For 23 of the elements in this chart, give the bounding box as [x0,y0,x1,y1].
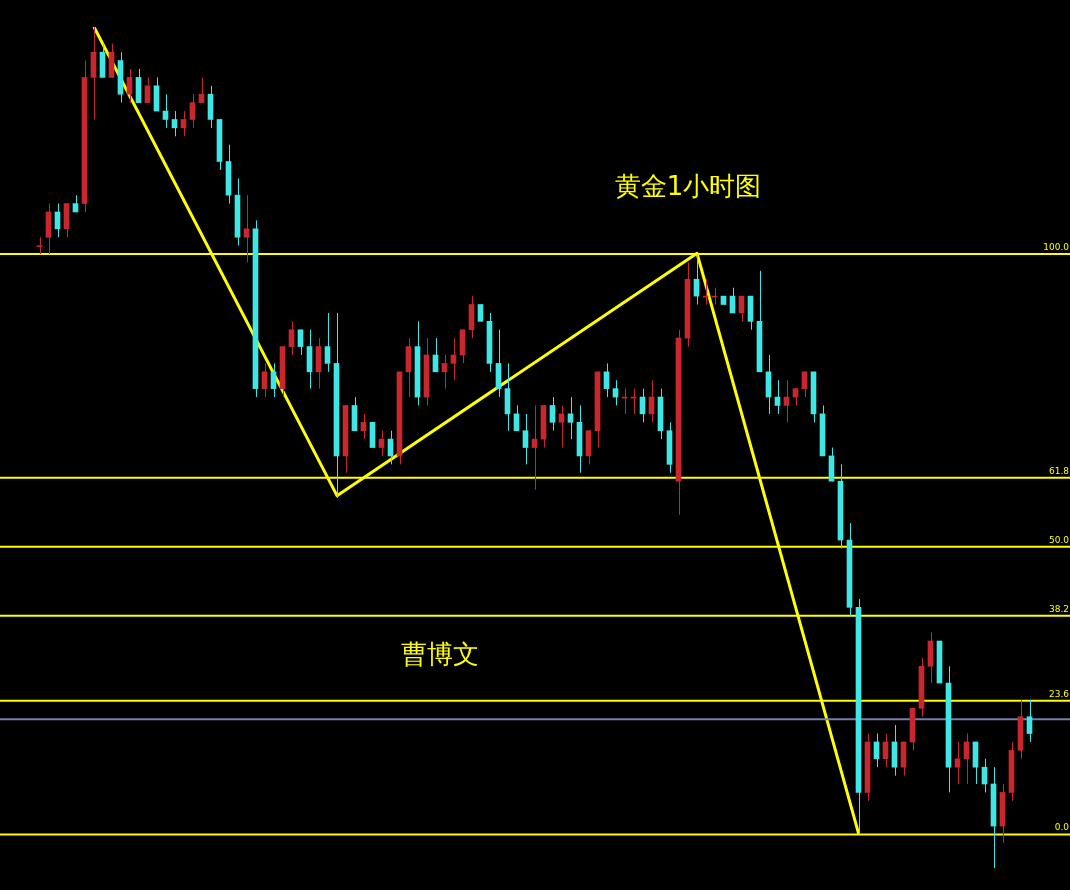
candlestick [270,362,277,398]
candlestick [1026,699,1033,743]
candlestick [603,362,610,398]
candlestick [261,362,268,398]
candlestick [324,312,331,373]
annotation: 50.0 [1048,534,1070,545]
annotation: 23.6 [1048,688,1070,699]
candlestick [522,413,529,465]
candlestick [126,68,133,104]
text: 黄金1小时图 [614,170,762,201]
annotation: 38.2 [1048,603,1069,614]
annotation: 100.0 [1043,241,1070,252]
candlestick [801,371,808,398]
candlestick [954,741,961,785]
candlestick [297,329,304,356]
annotation: 曹博文 [401,638,479,669]
annotation: 61.8 [1048,465,1070,476]
candlestick [144,76,151,104]
candlestick [243,194,250,263]
annotation: 0.0 [1054,822,1070,833]
candlestick [549,396,556,432]
candlestick [288,320,295,356]
candlestick [189,93,196,129]
